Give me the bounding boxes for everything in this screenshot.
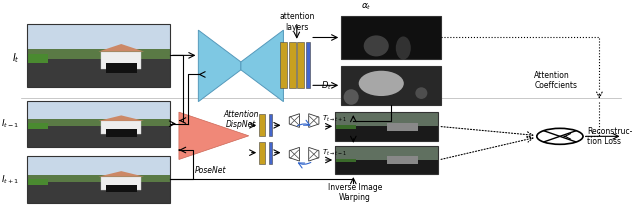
Text: Attention
Coeffcients: Attention Coeffcients (534, 71, 577, 90)
Bar (106, 185, 137, 192)
Text: $I_t$: $I_t$ (12, 52, 20, 65)
Bar (269, 114, 272, 136)
Bar (101, 177, 141, 190)
Bar (27, 119, 170, 127)
Text: $I_{t+1}$: $I_{t+1}$ (1, 173, 20, 186)
Bar (341, 17, 442, 58)
Bar (259, 114, 265, 136)
Bar (101, 121, 141, 134)
Ellipse shape (415, 87, 428, 99)
Bar (106, 63, 137, 73)
Ellipse shape (396, 36, 411, 60)
Text: Attention
DispNet: Attention DispNet (223, 110, 259, 129)
Bar (27, 54, 49, 63)
Bar (101, 52, 141, 69)
Text: $T_{t\to t-1}$: $T_{t\to t-1}$ (322, 147, 346, 158)
Polygon shape (99, 115, 144, 121)
Text: attention
layers: attention layers (279, 12, 314, 32)
Bar (27, 100, 170, 123)
Circle shape (537, 128, 583, 144)
Bar (27, 179, 49, 185)
Bar (27, 100, 170, 147)
Bar (298, 42, 304, 88)
Bar (27, 156, 170, 203)
Text: $I_{t-1}$: $I_{t-1}$ (1, 118, 20, 130)
Polygon shape (27, 182, 170, 203)
Bar (27, 49, 170, 60)
Bar (27, 156, 170, 179)
Bar (259, 142, 265, 164)
Bar (335, 146, 438, 174)
Ellipse shape (364, 35, 388, 56)
Bar (335, 125, 356, 129)
Bar (106, 129, 137, 137)
Bar (335, 112, 438, 126)
Bar (27, 175, 170, 183)
Text: $\alpha_t$: $\alpha_t$ (361, 2, 372, 12)
Bar (306, 42, 310, 88)
Bar (341, 66, 442, 105)
Polygon shape (179, 112, 249, 160)
Bar (387, 123, 418, 131)
Ellipse shape (344, 89, 358, 105)
Text: $T_{t\to t+1}$: $T_{t\to t+1}$ (322, 114, 346, 124)
Bar (335, 112, 438, 141)
Text: PoseNet: PoseNet (195, 166, 226, 175)
Bar (335, 146, 438, 160)
Bar (335, 159, 356, 162)
Polygon shape (99, 44, 144, 52)
Text: Inverse Image
Warping: Inverse Image Warping (328, 183, 382, 202)
Bar (27, 123, 49, 129)
Polygon shape (99, 171, 144, 177)
Bar (269, 142, 272, 164)
Ellipse shape (358, 71, 404, 96)
Polygon shape (27, 58, 170, 87)
Text: Reconstruc-
tion Loss: Reconstruc- tion Loss (588, 127, 632, 146)
Bar (335, 126, 438, 141)
Bar (27, 24, 170, 54)
Text: $D_t$: $D_t$ (321, 79, 332, 92)
Bar (335, 160, 438, 174)
Polygon shape (27, 126, 170, 147)
Bar (280, 42, 287, 88)
Bar (289, 42, 296, 88)
Polygon shape (241, 30, 284, 102)
Bar (387, 156, 418, 164)
Bar (27, 24, 170, 87)
Polygon shape (198, 30, 241, 102)
